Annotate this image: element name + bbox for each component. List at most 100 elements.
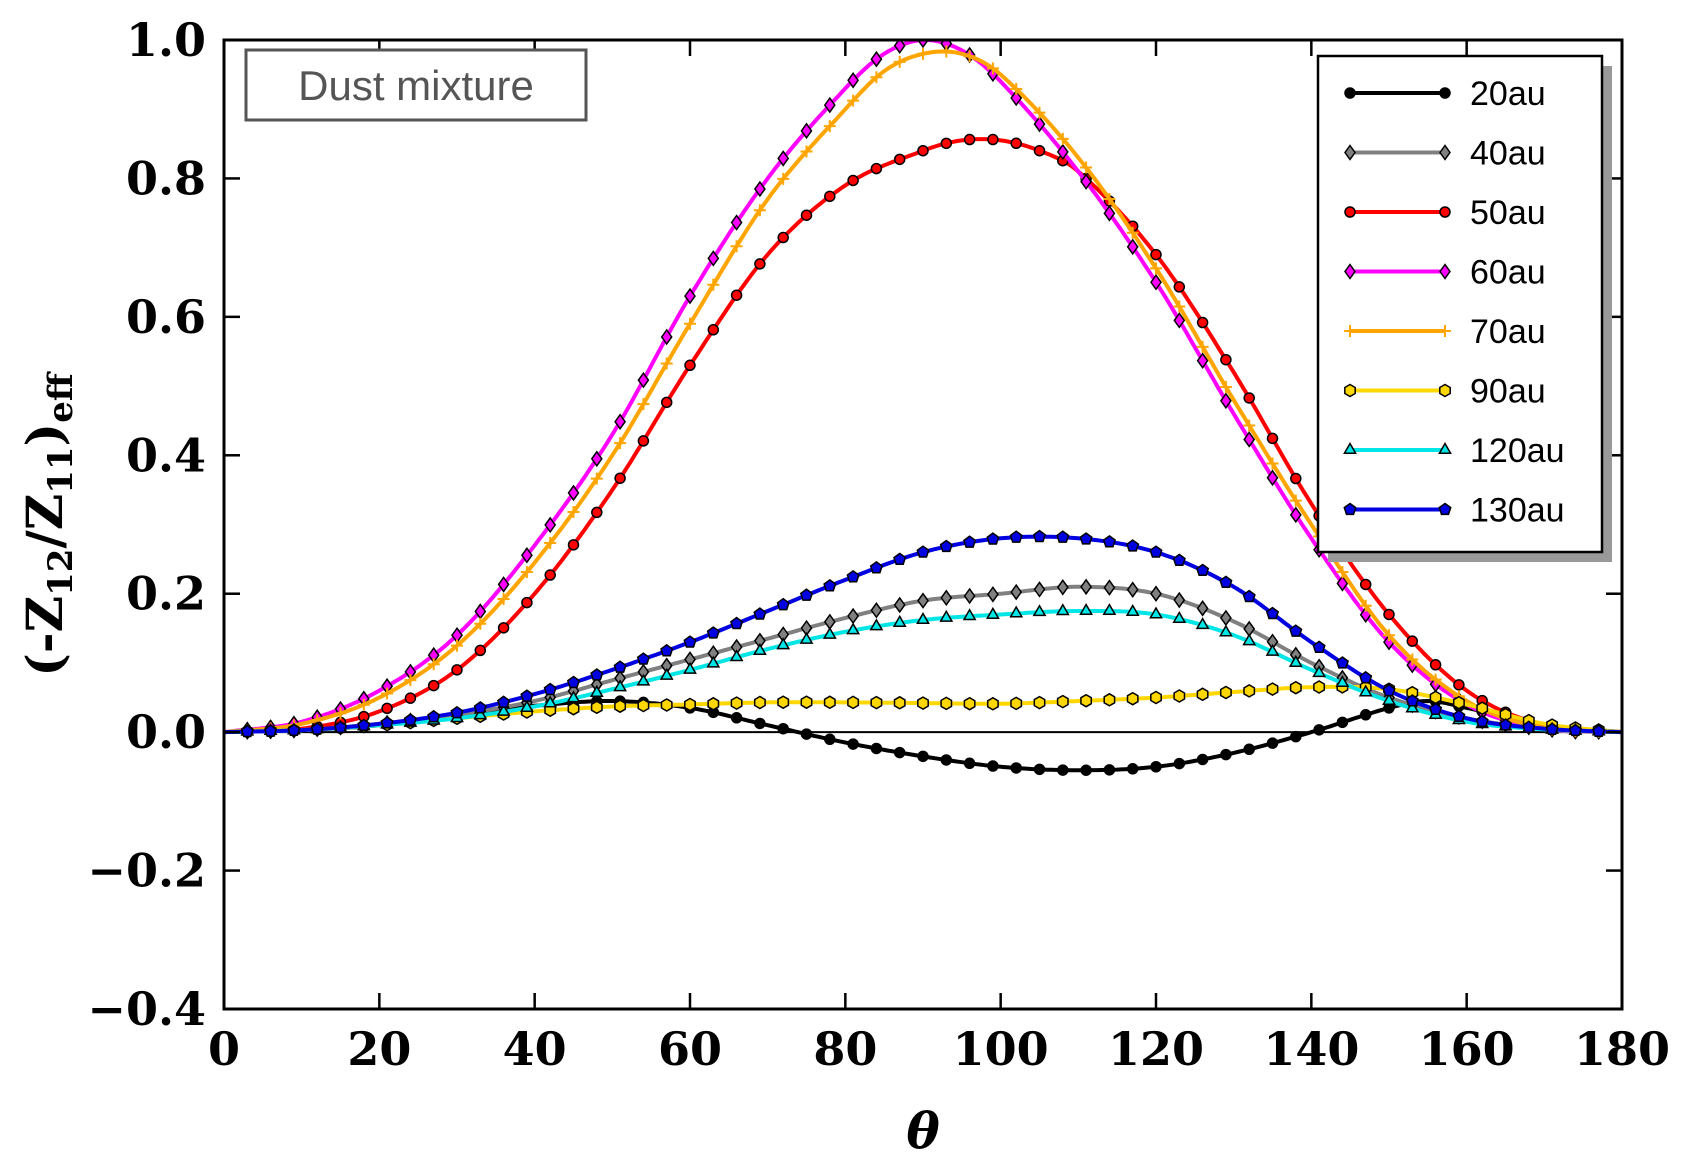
x-tick-label: 120: [1108, 1022, 1204, 1076]
annotation-text: Dust mixture: [298, 62, 534, 109]
data-point-70au: [544, 537, 557, 550]
legend-marker: [1344, 144, 1356, 161]
y-label-sub-11: 11: [41, 446, 81, 493]
data-point-90au: [1219, 685, 1232, 700]
data-point-130au: [1196, 563, 1210, 577]
y-label-close: ): [15, 423, 74, 447]
data-point-50au: [1359, 578, 1372, 591]
legend: 20au 40au 50au 60au 70au 90au 120au 130au: [1316, 54, 1612, 562]
data-point-120au: [846, 622, 860, 635]
data-point-90au: [1056, 694, 1069, 709]
data-point-120au: [589, 684, 604, 697]
data-point-130au: [1149, 545, 1163, 558]
data-point-130au: [1242, 589, 1256, 603]
data-point-130au: [1475, 714, 1489, 728]
data-point-60au: [1173, 312, 1186, 329]
data-point-70au: [1406, 653, 1419, 666]
data-point-120au: [1312, 665, 1326, 678]
data-point-130au: [753, 607, 767, 620]
data-point-70au: [357, 698, 370, 711]
data-point-40au: [1080, 578, 1093, 596]
y-tick-label: 1.0: [126, 13, 206, 67]
data-point-130au: [1289, 624, 1303, 637]
y-axis-label: (-Z12/Z11)eff: [15, 371, 81, 677]
data-point-70au: [451, 639, 463, 652]
data-point-60au: [1336, 575, 1349, 592]
data-point-70au: [474, 617, 487, 630]
data-point-50au: [893, 153, 906, 166]
data-point-20au: [1336, 716, 1349, 729]
data-point-60au: [567, 484, 580, 502]
legend-label: 40au: [1470, 135, 1546, 173]
data-point-130au: [1382, 683, 1396, 697]
data-point-130au: [1335, 656, 1349, 669]
data-point-20au: [730, 712, 743, 724]
y-tick-label: −0.4: [87, 982, 206, 1036]
data-point-120au: [799, 631, 814, 644]
data-point-40au: [1033, 581, 1046, 598]
data-point-70au: [1219, 380, 1232, 393]
data-point-40au: [1173, 591, 1186, 609]
data-point-20au: [1196, 753, 1209, 766]
data-point-130au: [333, 720, 348, 734]
data-point-90au: [753, 695, 766, 710]
data-point-20au: [1290, 730, 1302, 743]
data-point-120au: [706, 655, 721, 668]
data-point-50au: [1290, 472, 1302, 485]
data-point-120au: [683, 661, 697, 674]
data-point-70au: [1359, 599, 1372, 612]
data-point-50au: [754, 258, 766, 270]
data-point-50au: [963, 133, 976, 146]
data-point-70au: [1150, 262, 1162, 275]
data-point-70au: [567, 505, 580, 518]
legend-label: 70au: [1470, 313, 1546, 351]
data-point-120au: [1055, 603, 1070, 616]
data-point-70au: [520, 565, 533, 578]
data-point-120au: [636, 673, 651, 686]
legend-marker: [1344, 383, 1356, 398]
data-point-70au: [800, 145, 813, 158]
data-point-20au: [777, 722, 789, 735]
data-point-70au: [637, 398, 650, 411]
data-point-90au: [986, 696, 999, 711]
y-label-slash: /Z: [15, 494, 74, 549]
data-point-130au: [1056, 530, 1070, 543]
data-point-20au: [940, 754, 953, 766]
y-tick-label: 0.8: [126, 151, 206, 205]
legend-entry-20au: 20au: [1344, 75, 1546, 113]
data-point-60au: [730, 214, 743, 231]
data-point-130au: [706, 626, 720, 639]
data-point-70au: [1429, 673, 1442, 686]
data-point-40au: [1196, 600, 1209, 617]
data-point-70au: [614, 437, 627, 450]
data-point-60au: [893, 40, 906, 54]
data-point-50au: [847, 174, 859, 187]
x-tick-label: 40: [503, 1022, 567, 1076]
data-point-130au: [287, 723, 301, 737]
legend-marker: [1438, 441, 1452, 455]
data-point-130au: [380, 716, 394, 729]
data-point-70au: [730, 240, 743, 253]
data-point-60au: [684, 287, 696, 305]
data-point-50au: [1406, 635, 1419, 647]
data-point-120au: [753, 642, 767, 656]
x-tick-label: 0: [208, 1022, 240, 1076]
data-point-130au: [1452, 709, 1466, 722]
data-point-20au: [1057, 764, 1069, 776]
data-point-60au: [660, 328, 673, 346]
data-point-120au: [1032, 604, 1047, 617]
data-point-90au: [684, 697, 696, 712]
data-point-60au: [1219, 392, 1232, 410]
data-point-40au: [1150, 585, 1162, 603]
data-point-60au: [1196, 352, 1209, 369]
data-point-90au: [963, 696, 976, 711]
data-point-60au: [870, 50, 883, 68]
data-point-50au: [800, 209, 813, 221]
data-point-130au: [543, 682, 557, 696]
legend-marker: [1439, 144, 1451, 161]
data-point-130au: [823, 578, 837, 592]
data-point-70au: [1243, 419, 1256, 432]
data-point-120au: [613, 679, 627, 692]
data-point-20au: [1103, 764, 1116, 776]
legend-entry-130au: 130au: [1343, 492, 1565, 530]
